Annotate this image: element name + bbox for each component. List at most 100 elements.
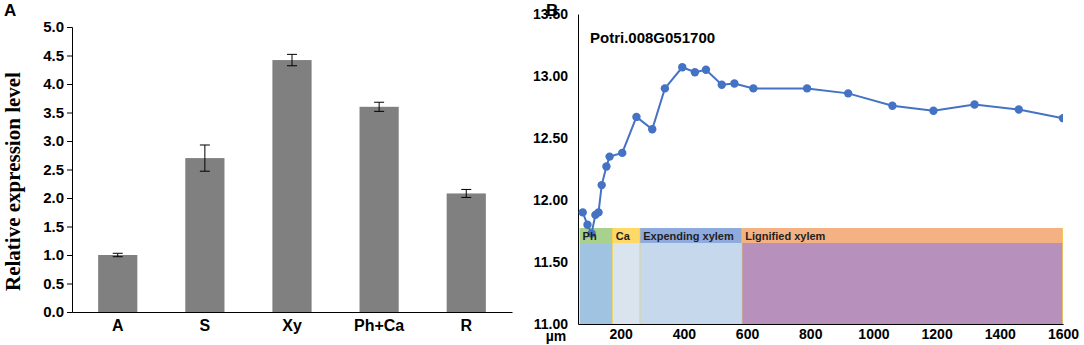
x-tick-label: A bbox=[112, 317, 124, 334]
region-divider bbox=[1062, 228, 1063, 324]
point bbox=[605, 152, 613, 160]
y-tick-label: 3.5 bbox=[43, 104, 64, 121]
y-tick-label: 5.0 bbox=[43, 18, 64, 35]
y-tick-mark bbox=[67, 27, 72, 28]
panel-label: A bbox=[4, 1, 16, 20]
x-tick: 600 bbox=[736, 324, 760, 342]
panel-a: 0.00.51.01.52.02.53.03.54.04.55.0ASXyPh+… bbox=[1, 1, 513, 334]
region-band bbox=[613, 228, 640, 243]
x-tick-label: 400 bbox=[673, 326, 697, 342]
x-axis-title: µm bbox=[546, 328, 567, 344]
y-axis: 11.0011.5012.0012.5013.0013.50 bbox=[533, 6, 579, 332]
series-line bbox=[583, 67, 1063, 233]
y-axis-line bbox=[578, 15, 579, 325]
y-tick: 2.5 bbox=[43, 161, 72, 178]
x-tick: Xy bbox=[282, 312, 302, 334]
point bbox=[597, 181, 605, 189]
x-tick-label: 1600 bbox=[1048, 326, 1079, 342]
bar bbox=[98, 255, 137, 312]
y-tick-label: 3.0 bbox=[43, 132, 64, 149]
y-tick-mark bbox=[67, 84, 72, 85]
y-tick: 2.0 bbox=[43, 189, 72, 206]
x-tick: 1000 bbox=[858, 324, 889, 342]
region-band bbox=[742, 228, 1063, 243]
error-bar-cap bbox=[461, 189, 471, 190]
panel-b: 11.0011.5012.0012.5013.0013.502004006008… bbox=[533, 1, 1079, 344]
y-axis-line bbox=[67, 28, 73, 313]
x-tick-label: Ph+Ca bbox=[354, 317, 404, 334]
point bbox=[749, 84, 757, 92]
y-tick: 0.5 bbox=[43, 275, 72, 292]
point bbox=[1015, 105, 1023, 113]
error-bar-cap bbox=[113, 256, 123, 257]
region-band bbox=[640, 228, 742, 243]
bar bbox=[447, 193, 486, 312]
x-tick-label: S bbox=[200, 317, 211, 334]
y-axis: 0.00.51.01.52.02.53.03.54.04.55.0 bbox=[43, 18, 72, 320]
y-tick-label: 13.00 bbox=[533, 68, 568, 84]
error-bar bbox=[113, 253, 123, 256]
y-tick-label: 2.0 bbox=[43, 189, 64, 206]
error-bar-cap bbox=[200, 171, 210, 172]
point bbox=[702, 66, 710, 74]
point bbox=[1059, 114, 1063, 122]
x-tick: 1600 bbox=[1048, 324, 1079, 342]
y-tick-mark bbox=[67, 56, 72, 57]
y-tick: 11.50 bbox=[534, 254, 578, 270]
region-band bbox=[580, 228, 613, 243]
x-tick-label: Xy bbox=[282, 317, 302, 334]
x-tick: Ph+Ca bbox=[354, 312, 404, 334]
x-tick: 800 bbox=[799, 324, 823, 342]
point bbox=[970, 100, 978, 108]
x-tick: R bbox=[460, 312, 472, 334]
y-tick: 13.00 bbox=[533, 68, 578, 84]
error-bar-cap bbox=[113, 253, 123, 254]
point bbox=[929, 107, 937, 115]
y-tick-mark bbox=[67, 312, 72, 313]
error-bar bbox=[461, 189, 471, 197]
region-image bbox=[742, 243, 1063, 324]
error-bar-line bbox=[117, 253, 118, 256]
chart-title: Potri.008G051700 bbox=[590, 29, 715, 46]
point bbox=[648, 125, 656, 133]
y-tick-mark bbox=[67, 255, 72, 256]
y-tick: 1.0 bbox=[43, 246, 72, 263]
point bbox=[888, 102, 896, 110]
error-bar-cap bbox=[374, 102, 384, 103]
error-bar-line bbox=[466, 189, 467, 197]
figure: 0.00.51.01.52.02.53.03.54.04.55.0ASXyPh+… bbox=[0, 0, 1084, 345]
y-tick-label: 12.50 bbox=[533, 130, 568, 146]
x-axis: A S Xy Ph+Ca R bbox=[73, 312, 513, 334]
y-tick: 12.50 bbox=[533, 130, 578, 146]
error-bar bbox=[287, 54, 297, 65]
x-tick-label: R bbox=[460, 317, 472, 334]
y-axis-title: Relative expression level bbox=[1, 72, 25, 291]
region-label: Lignified xylem bbox=[745, 230, 825, 242]
error-bar-line bbox=[204, 145, 205, 171]
point bbox=[844, 89, 852, 97]
x-tick-label: 1200 bbox=[922, 326, 953, 342]
y-tick-label: 1.5 bbox=[43, 218, 64, 235]
point bbox=[803, 84, 811, 92]
error-bar bbox=[200, 145, 210, 171]
point bbox=[579, 208, 587, 216]
y-tick-mark bbox=[67, 284, 72, 285]
region-image bbox=[640, 243, 742, 324]
point bbox=[691, 68, 699, 76]
y-tick: 4.0 bbox=[43, 75, 72, 92]
y-tick-label: 0.5 bbox=[43, 275, 64, 292]
error-bar-cap bbox=[461, 197, 471, 198]
x-tick-label: 1400 bbox=[985, 326, 1016, 342]
y-tick-label: 4.0 bbox=[43, 75, 64, 92]
error-bar-cap bbox=[287, 54, 297, 55]
y-tick-label: 11.50 bbox=[534, 254, 568, 270]
x-axis: 200 400 600 800 1000 1200 1400 1600 bbox=[579, 324, 1080, 342]
point bbox=[602, 162, 610, 170]
y-tick-mark bbox=[67, 113, 72, 114]
bar bbox=[360, 107, 399, 312]
x-tick-label: 600 bbox=[736, 326, 760, 342]
x-tick-label: 200 bbox=[609, 326, 633, 342]
y-tick-label: 1.0 bbox=[43, 246, 64, 263]
bar bbox=[185, 158, 224, 312]
point bbox=[718, 80, 726, 88]
